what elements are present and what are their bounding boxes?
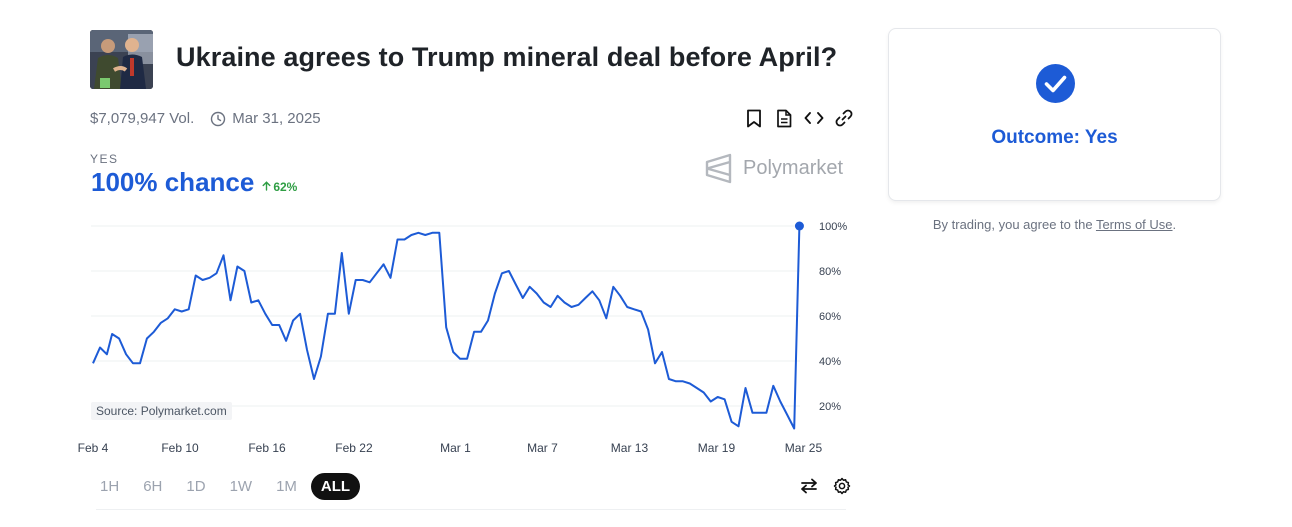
timeframe-6h[interactable]: 6H [143,478,163,495]
market-title: Ukraine agrees to Trump mineral deal bef… [176,42,838,72]
document-button[interactable] [774,108,794,128]
source-label: Source: Polymarket.com [91,402,232,420]
polymarket-logo-icon [705,153,732,184]
x-tick-label: Mar 19 [698,441,736,455]
terms-of-use-link[interactable]: Terms of Use [1095,217,1173,232]
market-thumbnail [90,30,153,89]
market-actions [744,108,854,128]
embed-button[interactable] [804,108,824,128]
chart-settings-button[interactable] [832,476,852,496]
end-date: Mar 31, 2025 [232,110,321,127]
copy-link-button[interactable] [834,108,854,128]
swap-arrows-icon [801,478,817,494]
timeframe-all[interactable]: ALL [310,473,361,500]
y-tick-label: 100% [819,221,847,233]
chance-value: 100% chance [91,167,255,197]
x-tick-label: Mar 1 [440,441,471,455]
terms-notice: By trading, you agree to the Terms of Us… [888,217,1221,232]
y-tick-label: 40% [819,356,841,368]
terms-suffix: . [1172,217,1177,232]
x-tick-label: Mar 25 [785,441,823,455]
document-icon [777,109,792,127]
swap-outcome-button[interactable] [799,476,819,496]
outcome-text: Outcome: Yes [991,127,1118,148]
timeframe-1m[interactable]: 1M [276,478,297,495]
market-meta: $7,079,947 Vol. Mar 31, 2025 [90,110,321,127]
bookmark-button[interactable] [744,108,764,128]
check-circle-icon [1036,64,1075,103]
x-tick-label: Mar 13 [611,441,649,455]
x-tick-label: Feb 22 [335,441,373,455]
outcome-panel: Outcome: Yes [888,28,1221,201]
chance-change-value: 62% [273,180,298,194]
arrow-up-icon [262,181,271,191]
outcome-label: YES [90,152,119,166]
divider [96,509,846,510]
timeframe-1d[interactable]: 1D [186,478,206,495]
chance-display: 100% chance 62% [91,167,297,198]
polymarket-watermark: Polymarket [704,153,843,184]
x-tick-label: Mar 7 [527,441,558,455]
link-icon [835,109,853,127]
code-embed-icon [804,112,824,124]
x-tick-label: Feb 4 [78,441,109,455]
chance-change: 62% [262,180,297,194]
timeframe-1w[interactable]: 1W [229,478,253,495]
terms-prefix: By trading, you agree to the [932,217,1093,232]
volume-text: $7,079,947 Vol. [90,110,195,127]
brand-name: Polymarket [743,157,844,179]
timeframe-1h[interactable]: 1H [100,478,120,495]
latest-point-marker[interactable] [794,221,804,231]
gear-icon [833,477,851,495]
chart-tools [799,476,852,496]
y-tick-label: 20% [819,401,841,413]
x-tick-label: Feb 10 [161,441,199,455]
y-tick-label: 80% [819,266,841,278]
timeframe-selector: 1H 6H 1D 1W 1M ALL [90,473,361,500]
y-tick-label: 60% [819,311,841,323]
clock-icon [211,111,226,126]
series-line [92,225,801,430]
bookmark-icon [747,109,761,127]
x-tick-label: Feb 16 [248,441,286,455]
